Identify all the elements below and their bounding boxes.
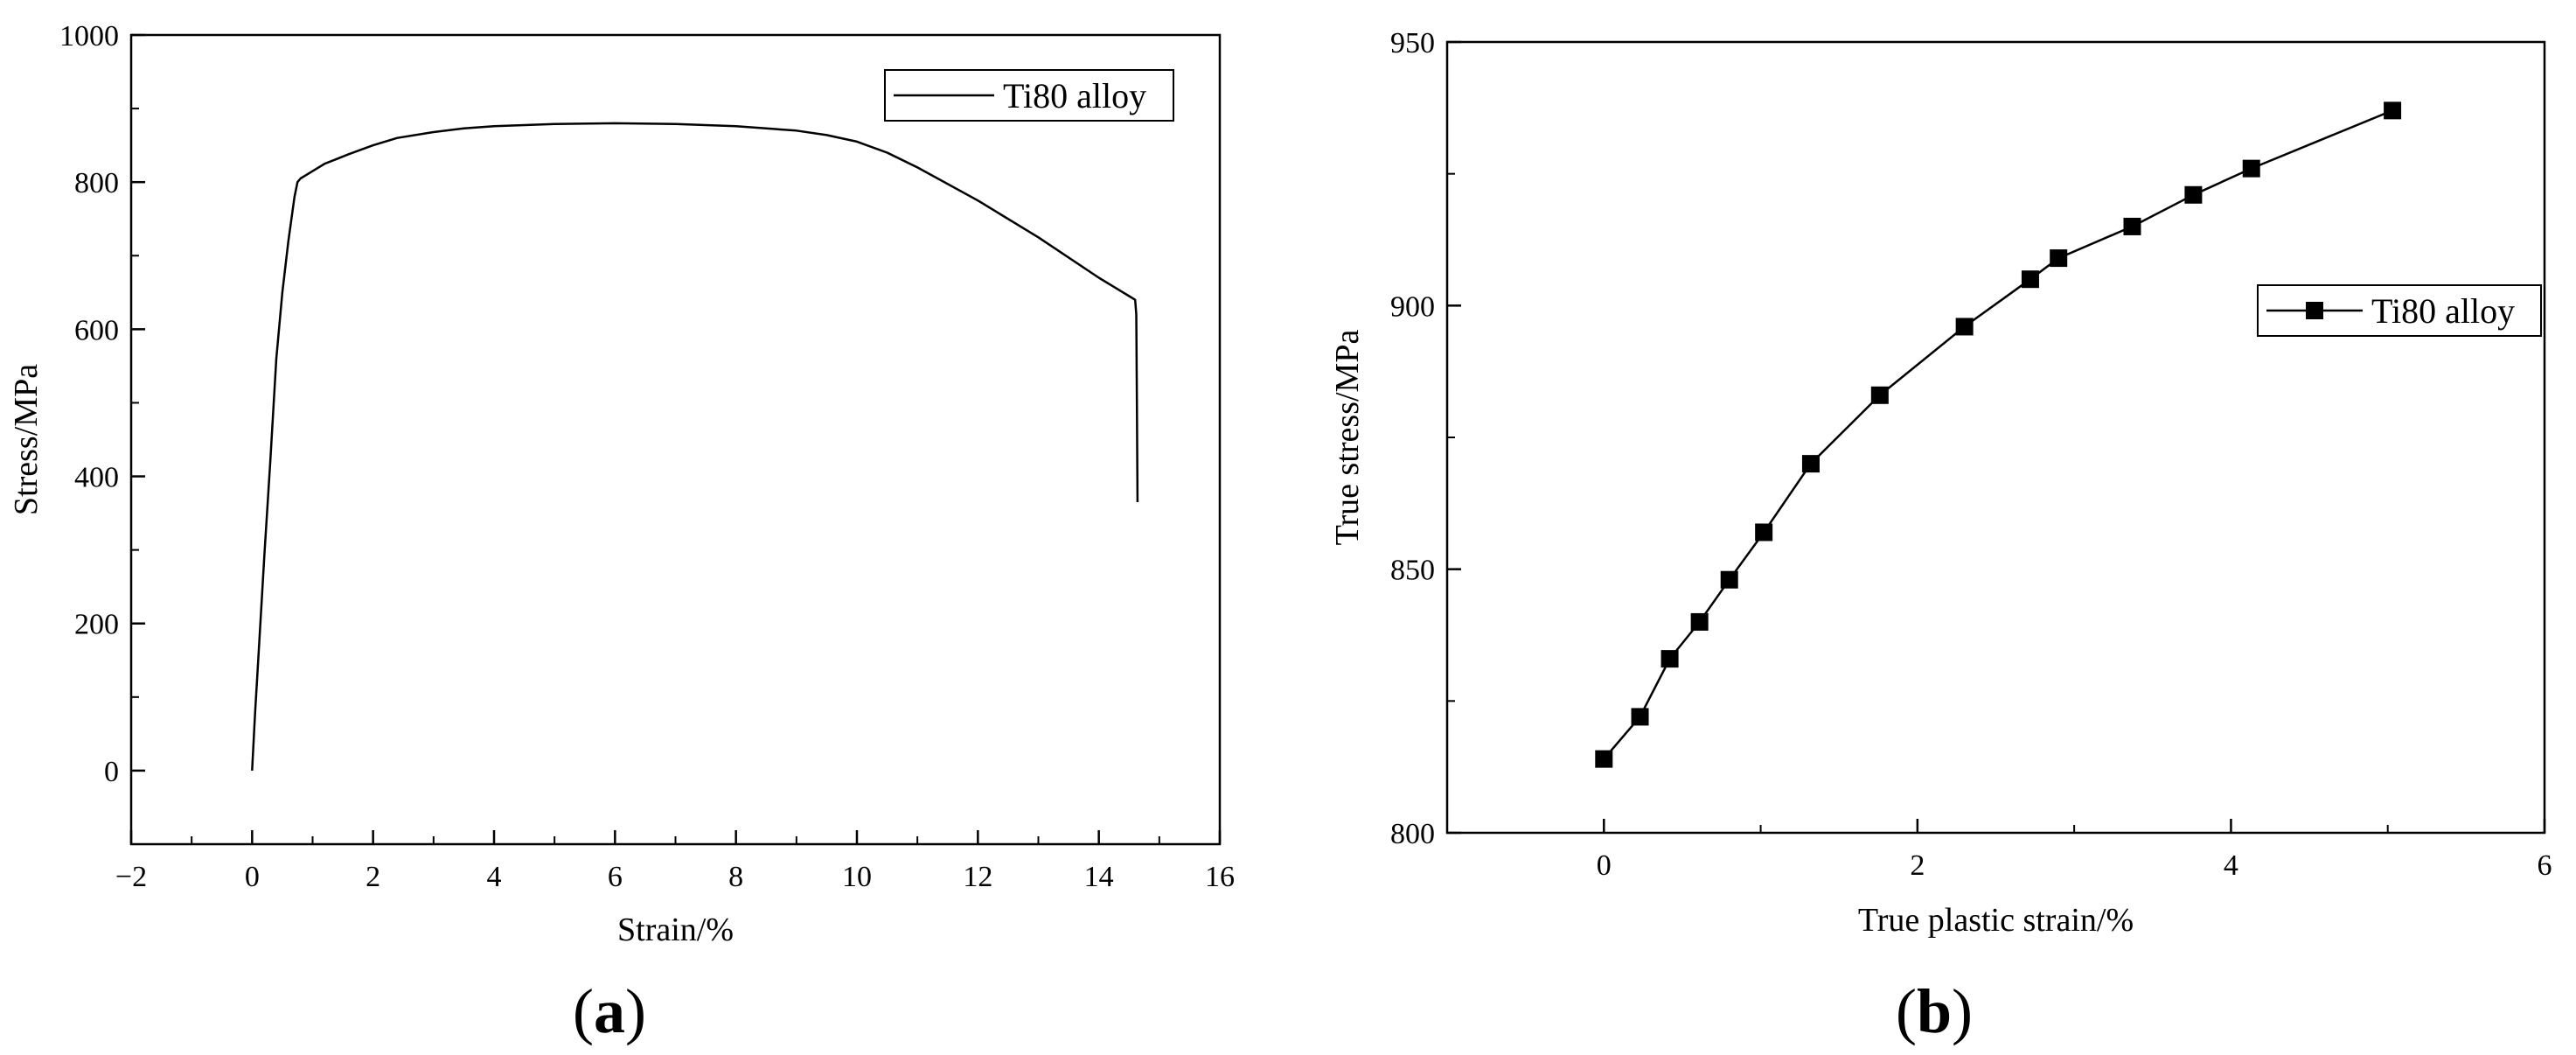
data-point (1595, 750, 1613, 768)
data-point (1801, 455, 1820, 473)
legend-label: Ti80 alloy (2371, 291, 2515, 331)
panel-label-open-paren: ( (573, 976, 594, 1046)
panel-label-letter: a (594, 976, 625, 1046)
y-tick-label: 850 (1390, 555, 1435, 587)
y-tick-label: 1000 (59, 20, 119, 52)
legend: Ti80 alloy (2257, 284, 2542, 337)
x-tick-label: 4 (487, 861, 502, 893)
data-point (1720, 570, 1738, 589)
x-tick-label: −2 (115, 861, 147, 893)
x-tick-label: 2 (1910, 849, 1925, 882)
y-tick-label: 800 (1390, 818, 1435, 850)
data-point (2242, 159, 2260, 178)
x-tick-label: 8 (728, 861, 743, 893)
series-line-0 (251, 122, 1139, 771)
data-point (1690, 612, 1709, 631)
chart-panel-b: 0 2 4 6 800 850 900 950 True plastic strain/% Tru… (1329, 27, 2552, 1046)
x-axis-label: True plastic strain/% (1858, 902, 2134, 939)
x-tick-label: 6 (608, 861, 623, 893)
y-axis-label: True stress/MPa (1329, 330, 1366, 546)
data-point (2123, 217, 2141, 235)
x-tick-label: 10 (842, 861, 872, 893)
panel-label-close-paren: ) (1952, 976, 1973, 1046)
plot-frame (129, 33, 1222, 846)
series-line-0 (1603, 109, 2393, 760)
y-axis-label: Stress/MPa (8, 364, 45, 515)
data-point (2184, 185, 2203, 204)
data-point (1631, 708, 1649, 726)
x-axis-label: Strain/% (617, 912, 734, 948)
panel-label: (b) (1896, 976, 1973, 1046)
y-tick-label: 800 (74, 167, 119, 199)
data-point (1660, 650, 1679, 668)
x-tick-label: 6 (2538, 849, 2552, 882)
x-tick-label: 12 (963, 861, 992, 893)
x-tick-label: 16 (1205, 861, 1235, 893)
legend-label: Ti80 alloy (1003, 76, 1146, 115)
legend-marker (2306, 302, 2323, 319)
x-tick-label: 4 (2224, 849, 2238, 882)
plot-frame (1445, 40, 2546, 835)
panel-label-close-paren: ) (625, 976, 646, 1046)
x-tick-label: 14 (1084, 861, 1114, 893)
x-tick-label: 0 (245, 861, 260, 893)
panel-label-letter: b (1917, 976, 1952, 1046)
data-point (2021, 270, 2039, 289)
y-tick-label: 0 (104, 756, 119, 788)
data-point (2050, 249, 2068, 268)
data-point (1755, 523, 1773, 541)
data-point (1955, 318, 1974, 336)
y-tick-label: 950 (1390, 27, 1435, 59)
data-point (1870, 386, 1889, 404)
chart-panel-a: −2 0 2 4 6 8 10 12 14 16 0 200 400 600 800 1000 Strain/%… (8, 20, 1235, 1046)
y-tick-label: 400 (74, 462, 119, 494)
legend: Ti80 alloy (884, 69, 1174, 122)
x-tick-label: 0 (1597, 849, 1612, 882)
x-tick-label: 2 (366, 861, 380, 893)
panel-label-open-paren: ( (1896, 976, 1917, 1046)
y-tick-label: 600 (74, 314, 119, 346)
y-tick-label: 900 (1390, 290, 1435, 323)
panel-label: (a) (573, 976, 646, 1046)
data-point (2384, 101, 2402, 120)
y-tick-label: 200 (74, 609, 119, 641)
